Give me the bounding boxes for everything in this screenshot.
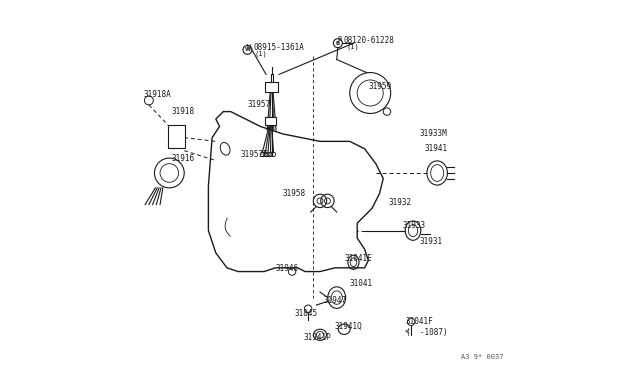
Text: 31933M: 31933M — [420, 129, 447, 138]
Text: <: < — [405, 328, 410, 337]
Text: 31041: 31041 — [349, 279, 372, 288]
Text: 31041E: 31041E — [344, 254, 372, 263]
Text: 31947: 31947 — [324, 296, 347, 305]
Text: 31918A: 31918A — [143, 90, 171, 99]
Text: 31916: 31916 — [172, 154, 195, 163]
Text: 31918: 31918 — [172, 107, 195, 116]
Text: 31041F: 31041F — [406, 317, 433, 326]
Text: B: B — [337, 36, 342, 42]
Text: 31959: 31959 — [369, 82, 392, 91]
Text: A3 9* 0037: A3 9* 0037 — [461, 354, 504, 360]
FancyBboxPatch shape — [264, 117, 276, 125]
Text: 31957: 31957 — [248, 100, 271, 109]
FancyBboxPatch shape — [168, 125, 184, 148]
Text: 31933: 31933 — [403, 221, 426, 230]
Text: 31941Q: 31941Q — [335, 322, 363, 331]
FancyBboxPatch shape — [266, 82, 278, 92]
Text: 31941: 31941 — [424, 144, 447, 153]
Text: (  -1087): ( -1087) — [406, 328, 447, 337]
Text: 08120-61228: 08120-61228 — [343, 36, 394, 45]
Text: (1): (1) — [255, 51, 268, 57]
Text: 31946: 31946 — [275, 264, 298, 273]
Text: B: B — [336, 41, 340, 46]
Text: 31957E: 31957E — [240, 150, 268, 159]
Text: W: W — [244, 47, 250, 52]
Text: 31845: 31845 — [294, 309, 318, 318]
Text: 08915-1361A: 08915-1361A — [254, 43, 305, 52]
Text: 31931: 31931 — [420, 237, 443, 246]
Text: 31932: 31932 — [389, 198, 412, 207]
Text: 31941P: 31941P — [303, 333, 331, 342]
Text: W: W — [247, 44, 252, 49]
Text: 31958: 31958 — [283, 189, 306, 198]
Text: (1): (1) — [346, 44, 359, 51]
